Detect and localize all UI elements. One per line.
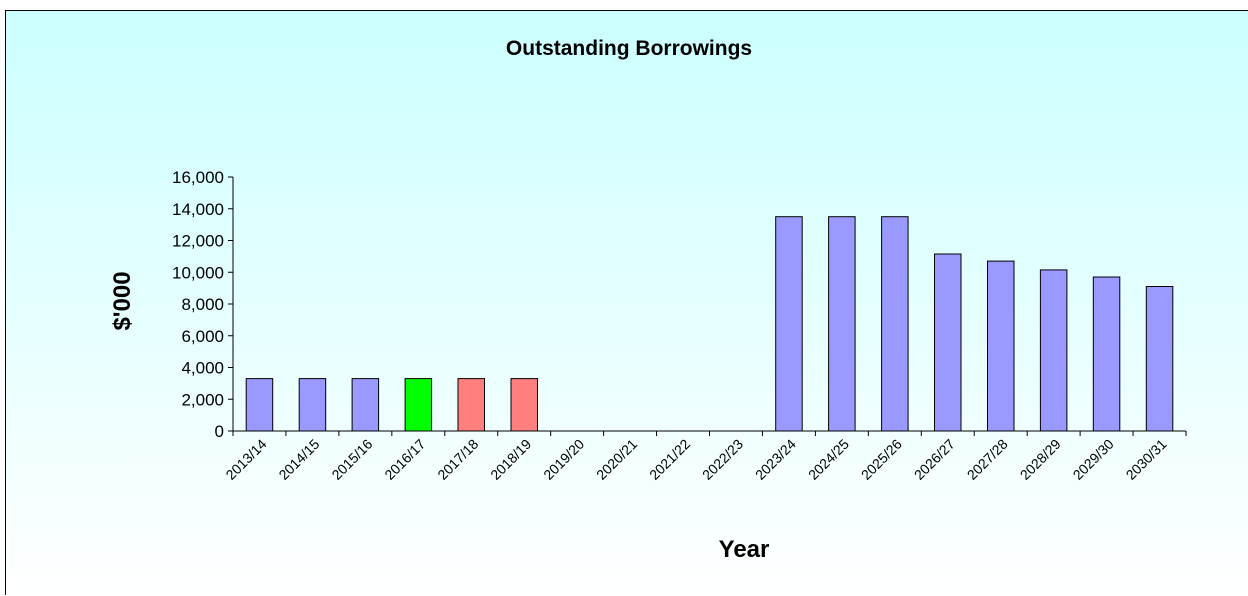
x-tick-label: 2026/27: [911, 436, 958, 483]
x-tick-label: 2017/18: [434, 436, 481, 483]
bar-2027-28: [987, 260, 1015, 432]
x-tick-label: 2014/15: [275, 436, 322, 483]
y-tick-label: 14,000: [172, 200, 224, 219]
y-tick-label: 4,000: [181, 359, 224, 378]
x-tick-label: 2019/20: [540, 436, 587, 483]
x-axis: 2013/14 2014/15 2015/16 2016/17 2017/18 2018/…: [222, 430, 1187, 483]
bar-2028-29: [1039, 269, 1068, 432]
bars-group: [245, 216, 1174, 432]
bar-2024-25: [828, 216, 856, 432]
y-tick-label: 8,000: [181, 295, 224, 314]
x-tick-label: 2025/26: [858, 436, 905, 483]
x-tick-label: 2015/16: [328, 436, 375, 483]
bar-2017-18: [457, 378, 485, 432]
chart-svg: Outstanding Borrowings $'000 Year 0 2,000…: [109, 37, 1187, 563]
x-tick-label: 2022/23: [699, 436, 746, 483]
bar-2018-19: [510, 378, 538, 432]
x-tick-label: 2021/22: [646, 436, 693, 483]
x-tick-label: 2030/31: [1123, 436, 1170, 483]
y-tick-label: 0: [215, 422, 224, 441]
y-tick-label: 10,000: [172, 263, 224, 282]
y-tick-label: 16,000: [172, 168, 224, 187]
chart-area: Outstanding Borrowings $'000 Year 0 2,000…: [5, 10, 1248, 595]
x-axis-title: Year: [719, 536, 770, 563]
x-tick-label: 2016/17: [381, 436, 428, 483]
x-tick-label: 2013/14: [222, 436, 269, 483]
y-tick-label: 6,000: [181, 327, 224, 346]
x-tick-label: 2028/29: [1017, 436, 1064, 483]
bar-2015-16: [351, 378, 380, 432]
x-tick-label: 2029/30: [1070, 436, 1117, 483]
x-tick-label: 2018/19: [487, 436, 534, 483]
bar-2026-27: [934, 253, 962, 432]
bar-2014-15: [298, 378, 327, 432]
bar-2029-30: [1092, 276, 1121, 432]
x-tick-label: 2027/28: [964, 436, 1011, 483]
x-tick-label: 2023/24: [752, 436, 799, 483]
x-tick-label: 2024/25: [805, 436, 852, 483]
bar-2023-24: [775, 216, 803, 432]
bar-2013-14: [245, 378, 274, 432]
y-axis: 0 2,000 4,000 6,000 8,000 10,000 12,000 14,000 1…: [172, 168, 234, 441]
y-tick-label: 2,000: [181, 390, 224, 409]
bar-2025-26: [881, 216, 909, 432]
bar-2030-31: [1145, 286, 1174, 432]
chart-title: Outstanding Borrowings: [506, 37, 752, 60]
y-tick-label: 12,000: [172, 232, 224, 251]
x-tick-label: 2020/21: [593, 436, 640, 483]
y-axis-title: $'000: [109, 271, 136, 330]
bar-2016-17: [404, 378, 433, 432]
